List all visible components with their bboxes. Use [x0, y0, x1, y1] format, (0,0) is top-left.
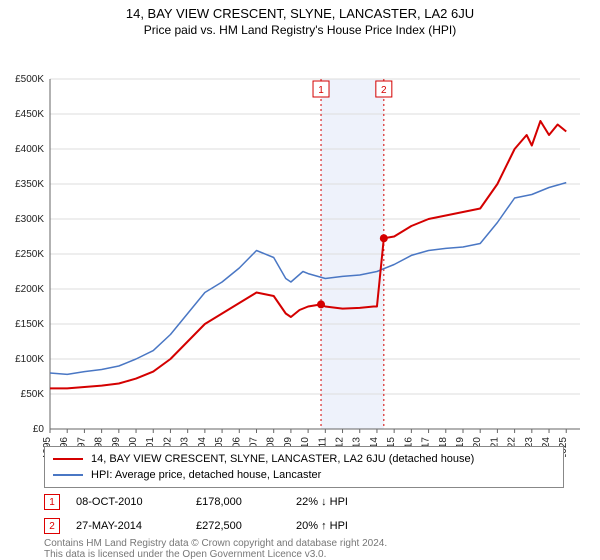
- sale-diff: 20% ↑ HPI: [296, 520, 416, 532]
- svg-text:£100K: £100K: [15, 354, 44, 365]
- svg-text:£350K: £350K: [15, 179, 44, 190]
- sale-price: £178,000: [196, 496, 296, 508]
- chart-footer: Contains HM Land Registry data © Crown c…: [44, 538, 564, 560]
- legend-swatch: [53, 458, 83, 460]
- svg-text:£400K: £400K: [15, 144, 44, 155]
- svg-text:£200K: £200K: [15, 284, 44, 295]
- price-chart: £0 £50K £100K £150K £200K £250K £300K £350K £400…: [0, 37, 600, 457]
- chart-title: 14, BAY VIEW CRESCENT, SLYNE, LANCASTER,…: [0, 0, 600, 21]
- svg-text:£250K: £250K: [15, 249, 44, 260]
- sale-row: 1 08-OCT-2010£178,00022% ↓ HPI: [44, 492, 564, 512]
- svg-text:£300K: £300K: [15, 214, 44, 225]
- sale-marker: 2: [44, 518, 60, 534]
- sale-marker: 1: [44, 494, 60, 510]
- sale-price: £272,500: [196, 520, 296, 532]
- sale-date: 27-MAY-2014: [76, 520, 196, 532]
- chart-subtitle: Price paid vs. HM Land Registry's House …: [0, 21, 600, 37]
- svg-text:1: 1: [318, 85, 324, 96]
- svg-text:£50K: £50K: [21, 389, 45, 400]
- svg-text:2: 2: [381, 85, 387, 96]
- footer-line: This data is licensed under the Open Gov…: [44, 549, 564, 560]
- svg-text:£150K: £150K: [15, 319, 44, 330]
- svg-text:£0: £0: [33, 424, 45, 435]
- sale-date: 08-OCT-2010: [76, 496, 196, 508]
- chart-legend: 14, BAY VIEW CRESCENT, SLYNE, LANCASTER,…: [44, 446, 564, 488]
- sales-list: 1 08-OCT-2010£178,00022% ↓ HPI 2 27-MAY-201…: [44, 488, 564, 536]
- footer-line: Contains HM Land Registry data © Crown c…: [44, 538, 564, 549]
- sale-diff: 22% ↓ HPI: [296, 496, 416, 508]
- legend-label: HPI: Average price, detached house, Lanc…: [91, 469, 321, 481]
- svg-text:£500K: £500K: [15, 74, 44, 85]
- svg-text:£450K: £450K: [15, 109, 44, 120]
- sale-row: 2 27-MAY-2014£272,50020% ↑ HPI: [44, 516, 564, 536]
- legend-label: 14, BAY VIEW CRESCENT, SLYNE, LANCASTER,…: [91, 453, 474, 465]
- legend-item: 14, BAY VIEW CRESCENT, SLYNE, LANCASTER,…: [53, 451, 555, 467]
- legend-swatch: [53, 474, 83, 476]
- legend-item: HPI: Average price, detached house, Lanc…: [53, 467, 555, 483]
